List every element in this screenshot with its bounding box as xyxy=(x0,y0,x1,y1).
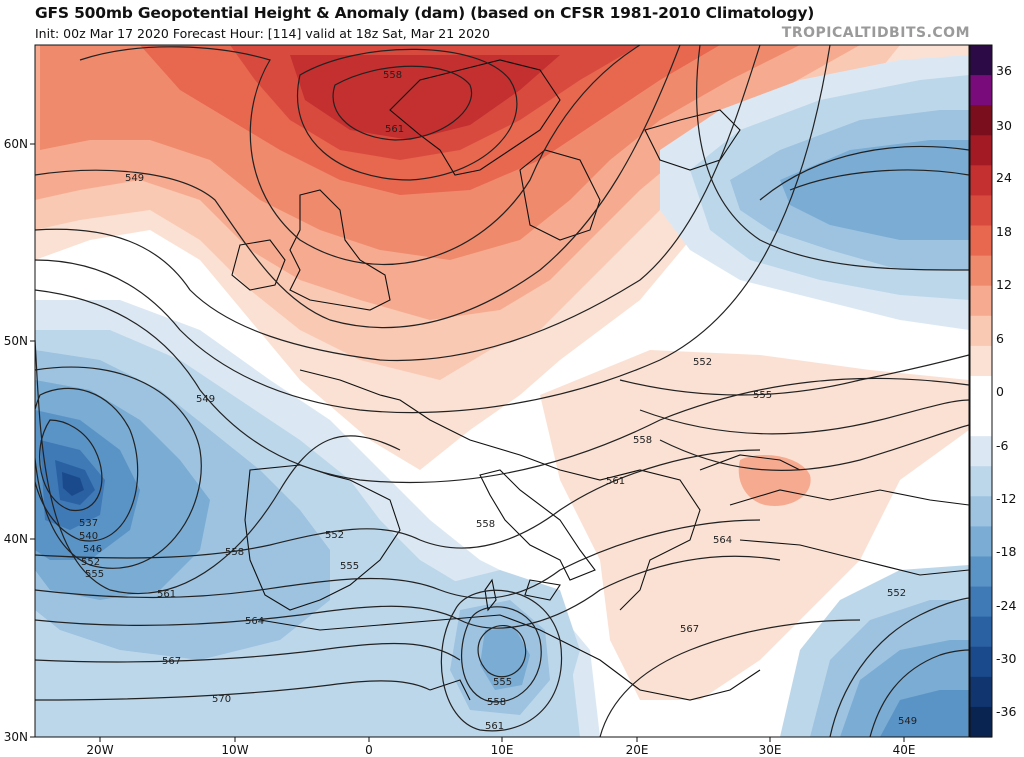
contour-label: 558 xyxy=(633,435,652,446)
contour-label: 570 xyxy=(212,694,231,705)
colorbar-tick-label: 24 xyxy=(996,170,1012,185)
contour-label: 564 xyxy=(713,535,732,546)
colorbar-swatch xyxy=(970,466,992,497)
colorbar-swatch xyxy=(970,406,992,437)
lon-label: 40E xyxy=(893,743,916,757)
colorbar-tick-label: 6 xyxy=(996,331,1004,346)
map-title: GFS 500mb Geopotential Height & Anomaly … xyxy=(35,4,815,22)
lon-label: 20E xyxy=(626,743,649,757)
colorbar-tick-label: -18 xyxy=(996,544,1016,559)
colorbar-tick-label: 0 xyxy=(996,384,1004,399)
latitude-axis: 60N 50N 40N 30N xyxy=(4,137,35,744)
contour-label: 552 xyxy=(693,357,712,368)
contour-label: 558 xyxy=(383,70,402,81)
colorbar-swatch xyxy=(970,285,992,317)
colorbar-swatch xyxy=(970,225,992,257)
colorbar-tick-label: 18 xyxy=(996,224,1012,239)
contour-label: 567 xyxy=(680,624,699,635)
colorbar-swatch xyxy=(970,556,992,588)
map-panel: 558 561 549 552 555 558 549 537 540 546 … xyxy=(35,45,969,737)
colorbar-labels: 36 30 24 18 12 6 0 -6 -12 -18 -24 -30 -3… xyxy=(996,63,1016,719)
colorbar-swatch xyxy=(970,436,992,467)
contour-label: 546 xyxy=(83,544,102,555)
lon-label: 30E xyxy=(759,743,782,757)
colorbar-tick-label: 36 xyxy=(996,63,1012,78)
contour-label: 555 xyxy=(340,561,359,572)
colorbar-swatch xyxy=(970,165,992,197)
longitude-axis: 20W 10W 0 10E 20E 30E 40E xyxy=(86,737,915,757)
anomaly-colorbar xyxy=(970,45,992,738)
lon-label: 10W xyxy=(221,743,248,757)
contour-label: 552 xyxy=(325,530,344,541)
contour-label: 558 xyxy=(225,547,244,558)
colorbar-tick-label: -24 xyxy=(996,598,1016,613)
colorbar-swatch xyxy=(970,45,992,76)
lon-label: 20W xyxy=(86,743,113,757)
colorbar-swatch xyxy=(970,706,992,738)
brand-watermark: TROPICALTIDBITS.COM xyxy=(781,25,970,41)
colorbar-swatch xyxy=(970,676,992,708)
colorbar-tick-label: -12 xyxy=(996,491,1016,506)
colorbar-swatch xyxy=(970,135,992,166)
colorbar-swatch xyxy=(970,496,992,527)
negative-anomaly-shading xyxy=(35,55,969,737)
colorbar-tick-label: 12 xyxy=(996,277,1012,292)
colorbar-swatch xyxy=(970,315,992,347)
lon-label: 10E xyxy=(491,743,514,757)
contour-label: 564 xyxy=(245,616,264,627)
lat-label: 50N xyxy=(4,334,28,348)
contour-label: 549 xyxy=(898,716,917,727)
height-contours xyxy=(35,45,969,737)
contour-label: 540 xyxy=(79,531,98,542)
colorbar-swatch xyxy=(970,526,992,558)
lat-label: 60N xyxy=(4,137,28,151)
contour-label: 561 xyxy=(385,124,404,135)
contour-label: 549 xyxy=(196,394,215,405)
map-subtitle: Init: 00z Mar 17 2020 Forecast Hour: [11… xyxy=(35,26,490,41)
colorbar-swatch xyxy=(970,646,992,678)
colorbar-swatch xyxy=(970,375,992,407)
contour-label: 567 xyxy=(162,656,181,667)
lat-label: 30N xyxy=(4,730,28,744)
contour-label: 555 xyxy=(493,677,512,688)
contour-label: 552 xyxy=(887,588,906,599)
lat-label: 40N xyxy=(4,532,28,546)
colorbar-tick-label: -36 xyxy=(996,704,1016,719)
lon-label: 0 xyxy=(365,743,373,757)
colorbar-swatch xyxy=(970,75,992,106)
contour-label: 549 xyxy=(125,173,144,184)
contour-label: 561 xyxy=(606,476,625,487)
contour-label: 561 xyxy=(485,721,504,732)
colorbar-swatch xyxy=(970,195,992,227)
contour-label: 558 xyxy=(476,519,495,530)
colorbar-swatch xyxy=(970,105,992,136)
colorbar-tick-label: -6 xyxy=(996,438,1009,453)
colorbar-frame xyxy=(969,44,993,738)
colorbar-swatch xyxy=(970,345,992,377)
contour-labels: 558 561 549 552 555 558 549 537 540 546 … xyxy=(79,70,917,732)
colorbar-tick-label: 30 xyxy=(996,118,1012,133)
contour-label: 552 xyxy=(81,557,100,568)
contour-label: 558 xyxy=(487,697,506,708)
colorbar-swatch xyxy=(970,255,992,287)
contour-label: 555 xyxy=(753,390,772,401)
contour-label: 561 xyxy=(157,589,176,600)
colorbar-swatch xyxy=(970,616,992,648)
contour-label: 537 xyxy=(79,518,98,529)
colorbar-swatch xyxy=(970,586,992,618)
contour-label: 555 xyxy=(85,569,104,580)
colorbar-tick-label: -30 xyxy=(996,651,1016,666)
